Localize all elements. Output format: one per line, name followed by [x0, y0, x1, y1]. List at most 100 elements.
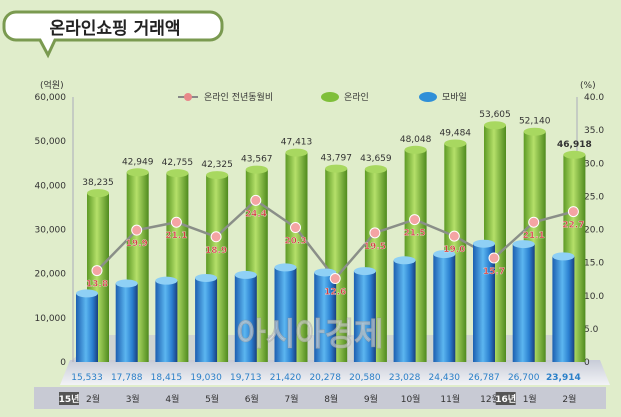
- mobile-bar: [314, 272, 337, 362]
- mobile-value-label: 23,028: [389, 373, 421, 383]
- yoy-point: [170, 216, 182, 228]
- category-label: 1월: [523, 393, 537, 405]
- yoy-point: [369, 227, 381, 239]
- year-marker: [495, 392, 516, 405]
- yoy-value-label: 19.5: [364, 242, 386, 252]
- left-tick-label: 50,000: [35, 137, 67, 147]
- left-tick-label: 10,000: [35, 314, 67, 324]
- online-bar-top: [245, 165, 268, 174]
- title-bubble: 온라인쇼핑 거래액: [2, 10, 224, 59]
- year-marker: [59, 392, 79, 405]
- yoy-value-label: 20.3: [284, 237, 306, 247]
- yoy-value-label: 21.5: [403, 229, 425, 239]
- online-bar-top: [166, 169, 189, 178]
- yoy-value-label: 21.1: [523, 231, 545, 241]
- online-bar-top: [404, 145, 427, 154]
- right-tick-label: 5.0: [584, 325, 599, 335]
- yoy-value-label: 19.0: [443, 245, 465, 255]
- mobile-bar: [234, 274, 257, 362]
- online-bar-top: [206, 171, 229, 180]
- category-label: 9월: [364, 393, 378, 405]
- category-label: 2월: [86, 393, 100, 405]
- category-label: 2월: [562, 393, 576, 405]
- mobile-value-label: 18,415: [151, 373, 183, 383]
- mobile-bar: [552, 256, 575, 362]
- yoy-point: [290, 222, 301, 234]
- online-value-label: 46,918: [557, 140, 592, 150]
- yoy-point: [250, 194, 262, 206]
- mobile-bar-top: [512, 240, 535, 249]
- online-value-label: 43,567: [241, 155, 273, 165]
- mobile-bar-top: [234, 270, 257, 279]
- online-value-label: 48,048: [400, 135, 432, 145]
- mobile-bar: [195, 277, 218, 362]
- yoy-value-label: 21.1: [165, 231, 187, 241]
- mobile-bar-top: [473, 239, 495, 248]
- online-value-label: 47,413: [281, 138, 313, 148]
- yoy-value-label: 12.6: [324, 288, 346, 298]
- mobile-bar-top: [115, 279, 138, 288]
- online-value-label: 43,797: [320, 154, 352, 164]
- yoy-value-label: 13.8: [86, 280, 108, 290]
- mobile-bar: [512, 244, 535, 362]
- online-bar-top: [523, 127, 546, 136]
- online-bar-top: [484, 121, 506, 130]
- online-value-label: 52,140: [519, 117, 551, 127]
- yoy-point: [409, 214, 421, 226]
- online-bar-top: [325, 164, 348, 173]
- mobile-bar: [393, 260, 416, 362]
- chart-floor: [60, 360, 610, 385]
- mobile-bar-top: [433, 250, 456, 259]
- mobile-bar: [76, 293, 98, 362]
- mobile-value-label: 19,713: [230, 373, 262, 383]
- mobile-bar-top: [552, 252, 575, 261]
- online-bar-top: [87, 189, 109, 198]
- yoy-point: [528, 216, 540, 228]
- right-tick-label: 35.0: [584, 126, 604, 136]
- mobile-value-label: 26,787: [468, 373, 500, 383]
- yoy-value-label: 19.9: [126, 239, 148, 249]
- online-value-label: 38,235: [82, 178, 114, 188]
- category-band: [34, 387, 606, 409]
- mobile-bar-top: [353, 267, 376, 276]
- mobile-bar: [473, 243, 495, 362]
- mobile-bar-top: [76, 289, 98, 298]
- category-label: 4월: [165, 393, 179, 405]
- yoy-point: [329, 273, 341, 285]
- mobile-bar-top: [274, 263, 297, 272]
- mobile-value-label: 20,278: [309, 373, 341, 383]
- mobile-value-label: 23,914: [546, 373, 581, 383]
- category-label: 12월: [480, 393, 500, 405]
- category-label: 8월: [324, 393, 338, 405]
- chart-title: 온라인쇼핑 거래액: [49, 19, 180, 39]
- yoy-point: [567, 206, 579, 218]
- yoy-point: [131, 224, 143, 236]
- mobile-bar: [115, 283, 138, 362]
- right-tick-label: 25.0: [584, 192, 604, 202]
- right-tick-label: 30.0: [584, 159, 604, 169]
- mobile-value-label: 19,030: [190, 373, 222, 383]
- online-bar-top: [563, 150, 586, 159]
- yoy-value-label: 24.4: [245, 209, 267, 219]
- mobile-bar-top: [195, 273, 218, 282]
- mobile-bar-top: [314, 268, 337, 277]
- right-tick-label: 0: [584, 358, 590, 368]
- online-value-label: 42,325: [201, 160, 233, 170]
- yoy-point: [91, 265, 103, 277]
- mobile-bar-top: [393, 256, 416, 265]
- year-marker-label: 15년: [59, 393, 80, 405]
- legend-label: 온라인 전년동월비: [204, 91, 273, 103]
- online-bar-top: [285, 148, 308, 157]
- yoy-value-label: 22.7: [562, 221, 584, 231]
- yoy-value-label: 18.9: [205, 246, 227, 256]
- right-tick-label: 20.0: [584, 226, 604, 236]
- left-tick-label: 20,000: [35, 270, 67, 280]
- yoy-point: [210, 231, 222, 243]
- left-tick-label: 60,000: [35, 93, 67, 103]
- right-axis-unit: (%): [580, 81, 596, 91]
- watermark: 아시아경제: [236, 315, 383, 353]
- online-value-label: 42,949: [122, 157, 154, 167]
- online-bar-top: [126, 168, 149, 177]
